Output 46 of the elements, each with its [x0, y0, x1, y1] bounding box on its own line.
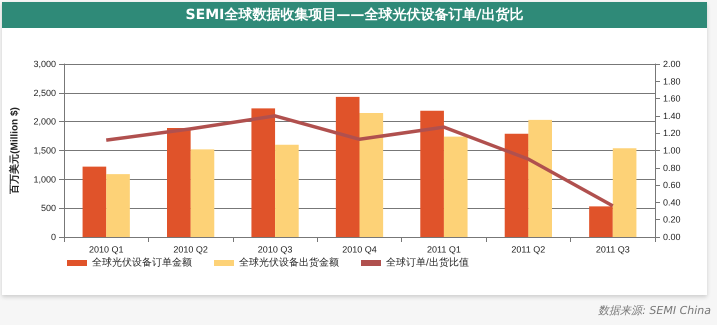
y-tick-label: 1,000	[33, 174, 56, 184]
bar	[504, 134, 528, 237]
y2-tick-label: 2.00	[663, 59, 681, 69]
y-tick-label: 0	[50, 232, 56, 242]
legend-label: 全球光伏设备订单金额	[92, 256, 192, 268]
x-tick-label: 2010 Q1	[88, 244, 124, 254]
bar	[420, 110, 444, 237]
y2-tick-label: 0.60	[663, 180, 681, 190]
bar	[190, 149, 214, 237]
y-tick-label: 1,500	[33, 146, 56, 156]
y2-tick-label: 1.40	[663, 110, 681, 121]
bar	[82, 166, 106, 237]
legend-label: 全球订单/出货比值	[386, 256, 469, 268]
bar	[251, 108, 276, 237]
y-tick-label: 2,000	[33, 116, 56, 127]
x-tick-label: 2011 Q2	[511, 244, 546, 254]
y2-tick-label: 1.60	[663, 94, 681, 104]
y2-tick-label: 0.80	[663, 162, 681, 173]
x-tick-label: 2011 Q1	[426, 244, 461, 254]
bar	[589, 206, 613, 237]
y2-tick-label: 0.20	[663, 214, 681, 225]
chart-title: SEMI全球数据收集项目——全球光伏设备订单/出货比	[2, 2, 707, 28]
bar	[275, 144, 299, 237]
y-tick-label: 500	[40, 203, 56, 214]
bar	[444, 136, 468, 237]
x-tick-label: 2010 Q3	[258, 244, 292, 254]
x-tick-label: 2010 Q2	[173, 244, 208, 254]
y2-tick-label: 0.40	[663, 197, 681, 208]
y-tick-label: 2,500	[33, 88, 56, 98]
x-tick-label: 2010 Q4	[342, 244, 377, 254]
y2-tick-label: 1.00	[663, 146, 681, 156]
y-tick-label: 3,000	[33, 59, 56, 69]
bar	[167, 128, 191, 237]
x-tick-label: 2011 Q3	[596, 244, 630, 254]
y2-tick-label: 0.00	[663, 232, 681, 242]
y2-tick-label: 1.20	[663, 128, 681, 138]
bar	[360, 113, 384, 237]
bar	[106, 174, 130, 237]
bar	[612, 148, 636, 237]
line-series	[104, 114, 615, 208]
bar	[528, 120, 552, 237]
source-note: 数据来源: SEMI China	[598, 303, 711, 318]
y-axis-title: 百万美元(Million $)	[8, 107, 20, 195]
legend-label: 全球光伏设备出货金额	[239, 256, 339, 268]
bar	[336, 96, 360, 237]
y2-tick-label: 1.80	[663, 76, 681, 86]
